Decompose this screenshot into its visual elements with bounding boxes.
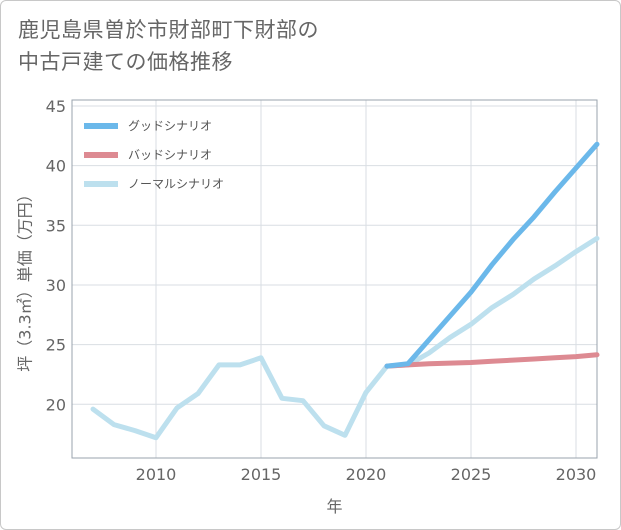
- chart-title-line-1: 鹿児島県曽於市財部町下財部の: [18, 18, 319, 42]
- y-tick-label: 20: [46, 395, 66, 414]
- series-layer: [90, 141, 600, 441]
- x-tick-label: 2010: [136, 465, 177, 484]
- chart-title-line-2: 中古戸建ての価格推移: [18, 50, 233, 74]
- grid: [72, 100, 597, 458]
- x-tick-label: 2025: [451, 465, 492, 484]
- x-tick-label: 2020: [346, 465, 387, 484]
- y-tick-label: 40: [46, 157, 66, 176]
- series-line-1: [384, 352, 600, 369]
- y-axis-label: 坪（3.3㎡）単価（万円）: [16, 186, 35, 371]
- y-tick-label: 30: [46, 276, 66, 295]
- series-line-2: [90, 235, 600, 441]
- legend-label: ノーマルシナリオ: [128, 177, 224, 191]
- x-tick-label: 2030: [556, 465, 597, 484]
- chart-title: 鹿児島県曽於市財部町下財部の 中古戸建ての価格推移: [18, 14, 319, 78]
- x-axis-label: 年: [326, 497, 342, 516]
- plot-area-border: [71, 99, 598, 459]
- y-tick-label: 35: [46, 216, 66, 235]
- x-tick-label: 2015: [241, 465, 282, 484]
- legend-label: グッドシナリオ: [128, 119, 212, 133]
- y-tick-label: 45: [46, 97, 66, 116]
- series-line-0: [384, 141, 600, 369]
- y-tick-label: 25: [46, 336, 66, 355]
- legend-label: バッドシナリオ: [128, 148, 212, 162]
